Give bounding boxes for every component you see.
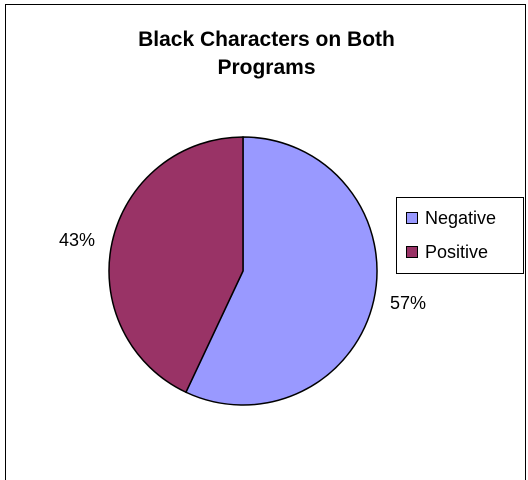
chart-title-line-2: Programs [217,56,316,79]
legend-swatch-negative [406,212,418,224]
pie-slice-positive [108,136,244,394]
chart-title-line-1: Black Characters on Both [138,28,395,51]
chart-title: Black Characters on Both Programs [0,26,528,82]
legend-swatch-positive [406,246,418,258]
legend-item-negative: Negative [406,207,496,229]
legend-label-positive: Positive [425,241,489,262]
data-label-negative: 57% [390,293,426,313]
data-label-positive: 43% [59,230,95,250]
pie-slice-negative [184,136,378,406]
legend: Negative Positive [396,197,524,274]
legend-item-positive: Positive [406,241,488,263]
legend-label-negative: Negative [425,207,497,228]
